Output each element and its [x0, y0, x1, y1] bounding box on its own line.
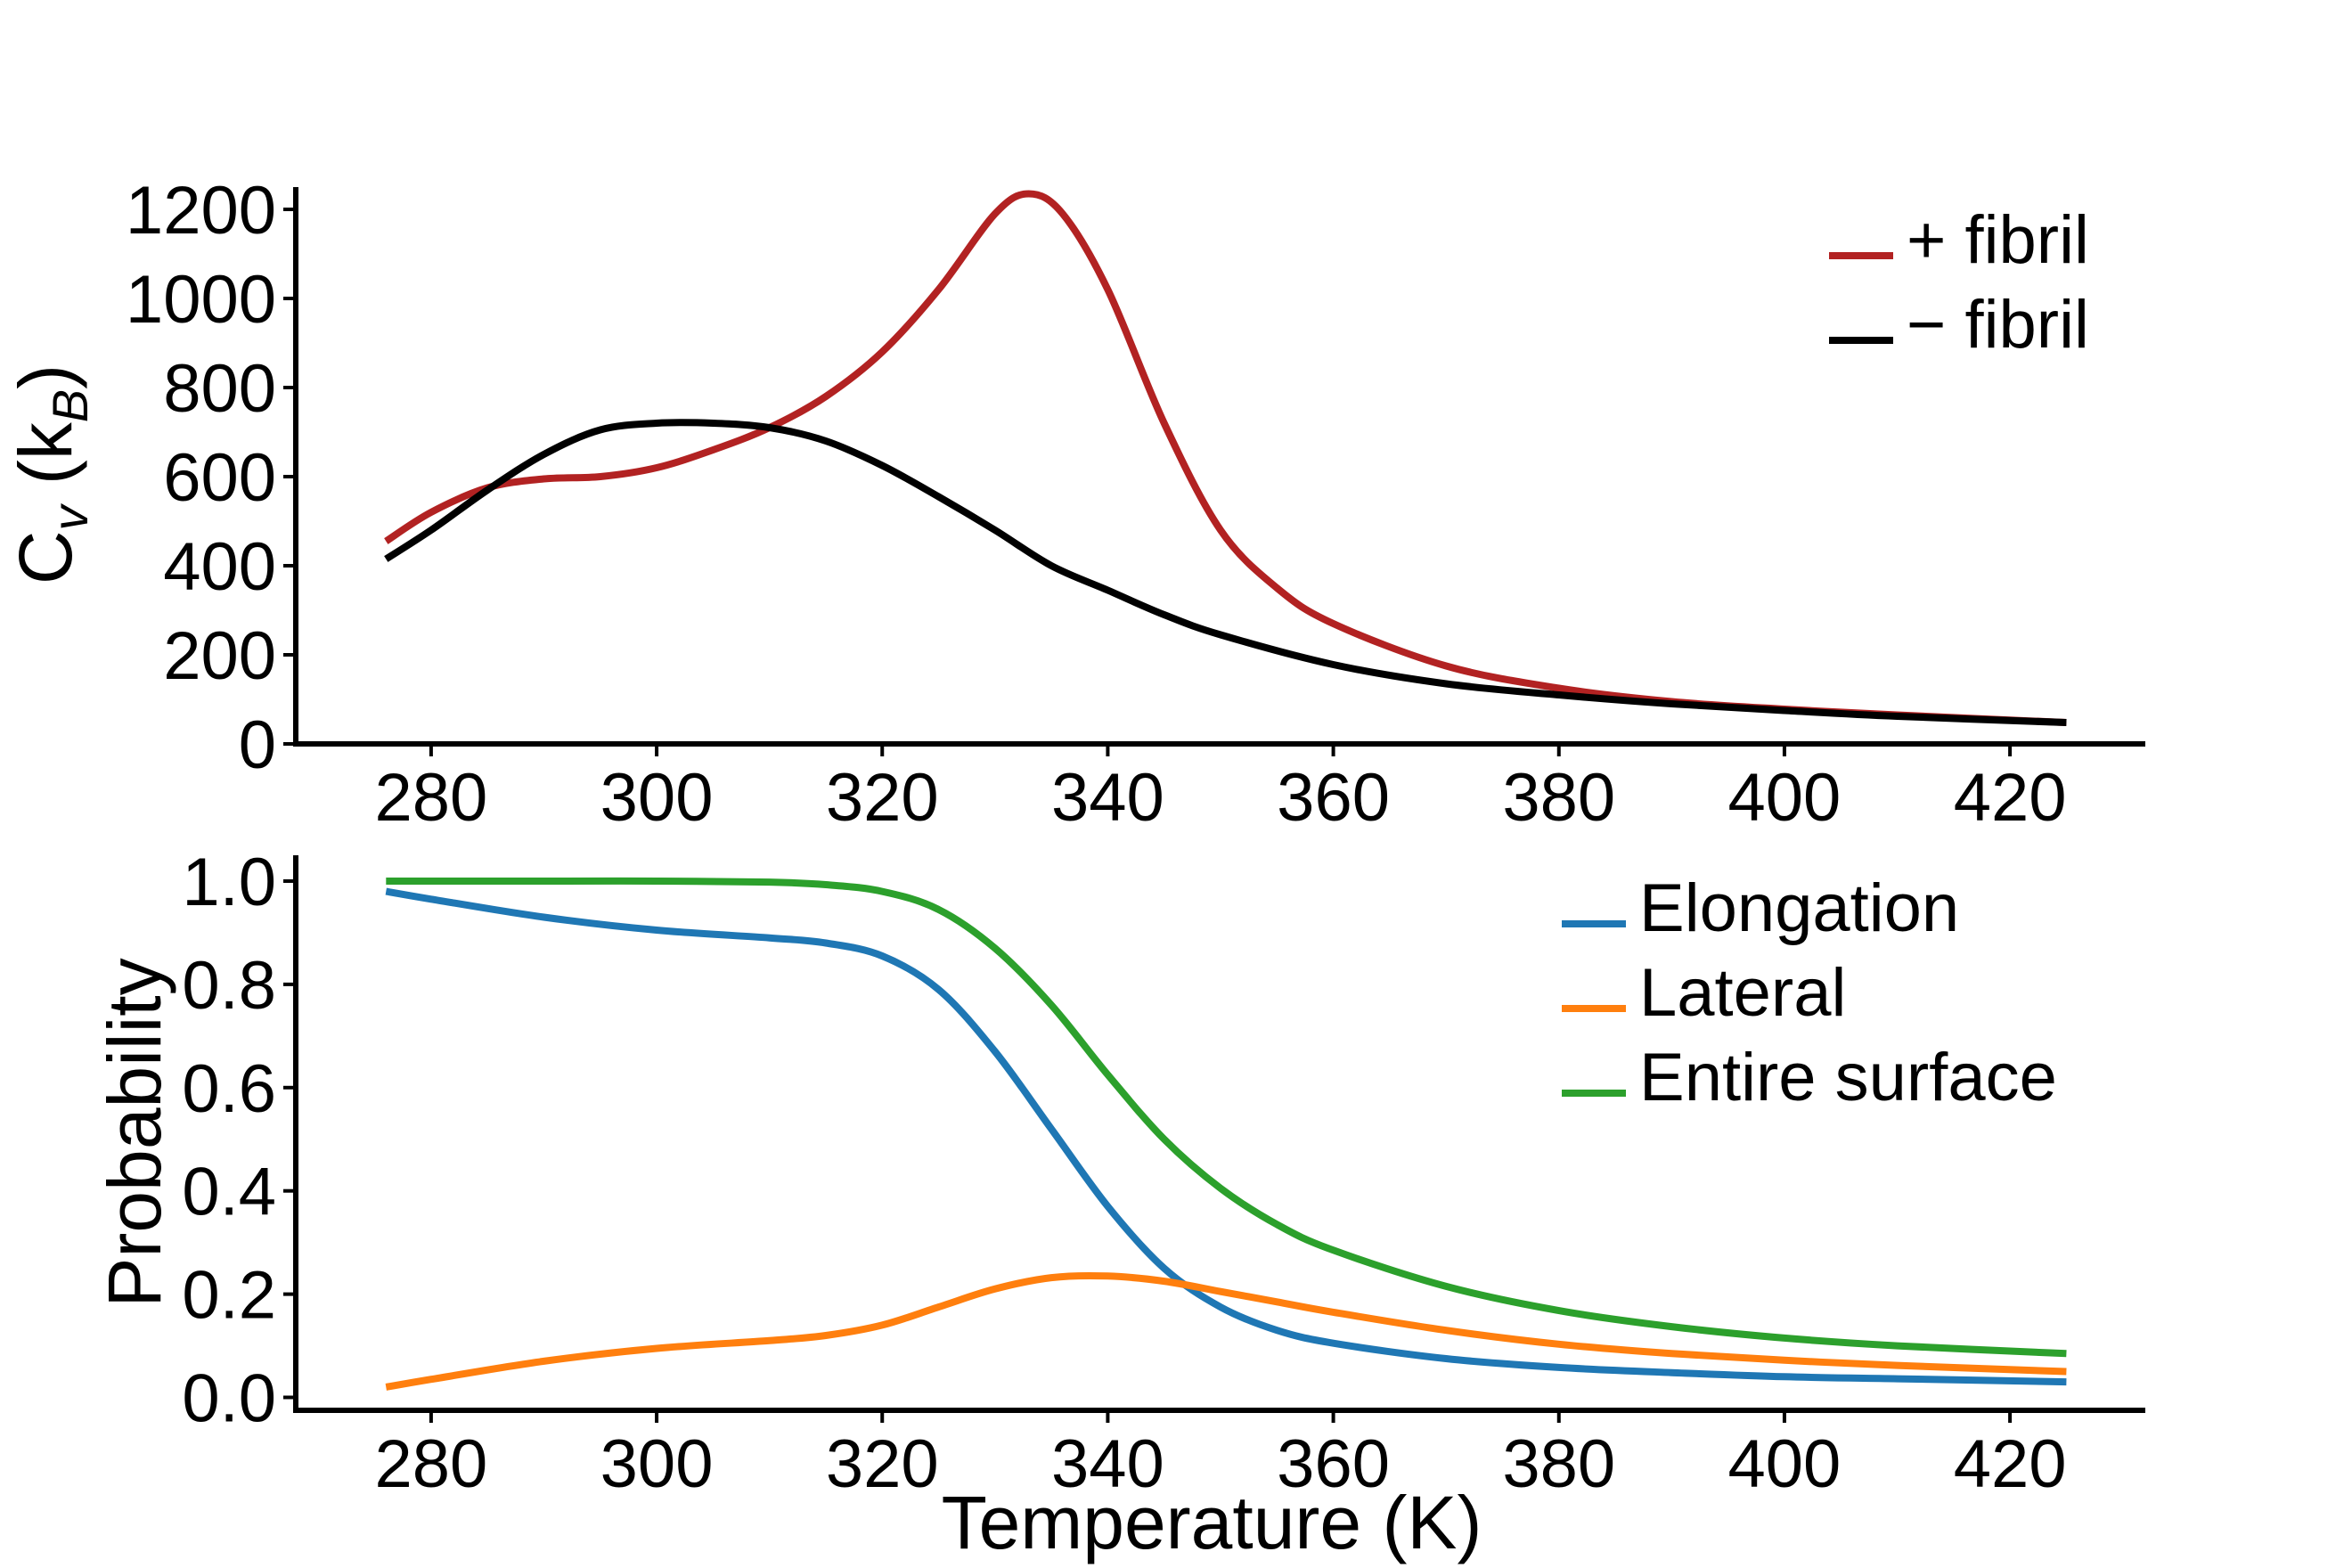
legend-label: Elongation — [1639, 870, 1959, 946]
x-tick-label: 360 — [1277, 760, 1390, 836]
y-tick-label: 0.8 — [182, 948, 276, 1024]
x-tick-label: 380 — [1502, 760, 1615, 836]
cv-panel: 280 300 320 340 360 380 400 420 0 200 400 600 800 100… — [4, 173, 2145, 836]
y-tick-label: 0 — [239, 707, 276, 783]
y-tick-label: 400 — [163, 529, 276, 605]
x-tick-label: 280 — [374, 760, 487, 836]
y-tick-label: 600 — [163, 440, 276, 516]
y-tick-label: 0.4 — [182, 1155, 276, 1230]
x-tick-label: 400 — [1728, 760, 1842, 836]
y-tick-label: 0.6 — [182, 1051, 276, 1127]
y-tick-label: 1.0 — [182, 845, 276, 920]
series-line — [385, 1271, 2067, 1391]
x-tick-label: 300 — [600, 760, 714, 836]
x-tick-label: 340 — [1051, 1426, 1164, 1502]
legend-label: + fibril — [1907, 202, 2089, 278]
x-tick-label: 320 — [826, 1426, 939, 1502]
y-tick-label: 0.0 — [182, 1361, 276, 1437]
y-axis-label: Cv (kB) — [4, 364, 98, 584]
y-tick-label: 200 — [163, 618, 276, 694]
x-tick-label: 320 — [826, 760, 939, 836]
x-tick-label: 400 — [1728, 1426, 1842, 1502]
y-tick-label: 800 — [163, 351, 276, 427]
x-tick-label: 360 — [1277, 1426, 1390, 1502]
y-axis-label: Probability — [93, 958, 176, 1307]
probability-panel: 280 300 320 340 360 380 400 420 0.0 0.2 0.4 0.6 0.8 1… — [93, 845, 2145, 1564]
legend: + fibril − fibril — [1829, 202, 2089, 363]
series-line — [384, 190, 2067, 726]
x-tick-label: 380 — [1502, 1426, 1615, 1502]
series-line — [385, 887, 2067, 1386]
x-tick-label: 420 — [1954, 1426, 2067, 1502]
x-axis-label: Temperature (K) — [942, 1481, 1482, 1564]
y-tick-label: 0.2 — [182, 1258, 276, 1334]
x-tick-label: 340 — [1051, 760, 1164, 836]
x-tick-label: 280 — [374, 1426, 487, 1502]
legend-label: − fibril — [1907, 287, 2089, 363]
x-tick-label: 300 — [600, 1426, 714, 1502]
legend-label: Lateral — [1639, 955, 1846, 1031]
legend: Elongation Lateral Entire surface — [1562, 870, 2057, 1115]
x-tick-label: 420 — [1954, 760, 2067, 836]
series-line — [384, 419, 2067, 726]
y-tick-label: 1200 — [126, 173, 276, 249]
y-tick-label: 1000 — [126, 262, 276, 338]
series-line — [386, 877, 2067, 1358]
legend-label: Entire surface — [1639, 1040, 2057, 1115]
